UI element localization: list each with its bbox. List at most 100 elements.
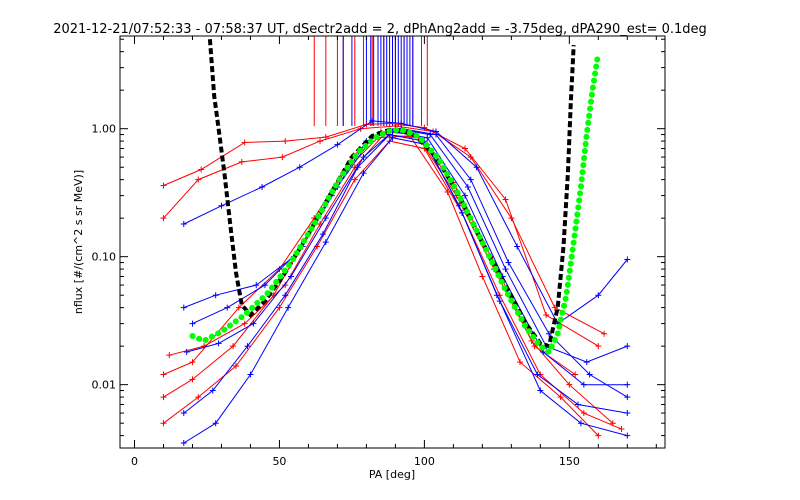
blue-data-point: [537, 387, 544, 394]
blue-data-point: [215, 340, 222, 347]
red-data-point: [517, 359, 524, 366]
red-data-point: [195, 394, 202, 401]
blue-data-point: [212, 420, 219, 427]
red-data-point: [160, 371, 167, 378]
blue-data-point: [580, 381, 587, 388]
blue-data-point: [259, 184, 266, 191]
red-data-point: [189, 359, 196, 366]
blue-data-point: [496, 298, 503, 305]
red-flux-curve: [163, 135, 599, 436]
blue-data-point: [180, 440, 187, 447]
blue-flux-curve: [192, 128, 628, 398]
red-data-point: [201, 343, 208, 350]
blue-data-point: [461, 192, 468, 199]
blue-data-point: [180, 221, 187, 228]
red-data-point: [618, 426, 625, 433]
blue-data-point: [624, 381, 631, 388]
blue-data-point: [189, 320, 196, 327]
blue-data-point: [183, 348, 190, 355]
blue-flux-curve: [183, 134, 628, 414]
blue-data-point: [432, 131, 439, 138]
x-tick-label: 150: [559, 455, 580, 468]
blue-data-point: [473, 164, 480, 171]
red-data-point: [198, 166, 205, 173]
blue-data-point: [624, 343, 631, 350]
blue-data-point: [218, 202, 225, 209]
blue-data-point: [427, 131, 434, 138]
red-data-point: [595, 432, 602, 439]
blue-data-point: [502, 266, 509, 273]
red-data-point: [241, 320, 248, 327]
red-data-point: [160, 215, 167, 222]
red-data-point: [461, 145, 468, 152]
blue-data-point: [224, 304, 231, 311]
x-axis-label: PA [deg]: [369, 468, 415, 481]
red-data-point: [580, 410, 587, 417]
x-tick-label: 100: [414, 455, 435, 468]
red-data-point: [160, 420, 167, 427]
blue-data-point: [467, 176, 474, 183]
red-data-point: [276, 304, 283, 311]
red-data-point: [195, 176, 202, 183]
red-data-point: [166, 352, 173, 359]
red-data-point: [279, 154, 286, 161]
blue-data-point: [334, 141, 341, 148]
blue-data-point: [583, 359, 590, 366]
red-data-point: [232, 362, 239, 369]
red-data-point: [421, 124, 428, 131]
blue-data-point: [369, 117, 376, 124]
red-flux-curve: [163, 122, 599, 347]
red-data-point: [189, 376, 196, 383]
red-data-point: [386, 120, 393, 127]
red-data-point: [317, 138, 324, 145]
red-data-point: [235, 304, 242, 311]
blue-data-point: [624, 394, 631, 401]
red-data-point: [351, 176, 358, 183]
red-data-point: [566, 381, 573, 388]
red-data-point: [467, 154, 474, 161]
red-data-point: [508, 215, 515, 222]
blue-data-point: [253, 282, 260, 289]
x-tick-label: 0: [131, 455, 138, 468]
blue-data-point: [180, 410, 187, 417]
y-axis-label: nflux [#/(cm^2 s sr MeV)]: [72, 170, 85, 314]
blue-data-point: [360, 170, 367, 177]
blue-data-point: [319, 231, 326, 238]
red-data-point: [595, 343, 602, 350]
red-flux-curve: [163, 125, 605, 335]
red-data-point: [479, 273, 486, 280]
axis-ticks: 0 50 100 150 0.01 0.10 1.00: [92, 36, 665, 468]
y-tick-label: 1.00: [92, 123, 117, 136]
blue-data-point: [398, 120, 405, 127]
x-tick-label: 50: [272, 455, 286, 468]
blue-data-point: [250, 320, 257, 327]
red-data-point: [230, 343, 237, 350]
blue-data-point: [514, 243, 521, 250]
blue-data-point: [546, 330, 553, 337]
blue-data-point: [575, 401, 582, 408]
blue-data-point: [354, 164, 361, 171]
blue-data-point: [389, 134, 396, 141]
green-fit-curve: [189, 50, 602, 357]
blue-data-point: [624, 432, 631, 439]
blue-data-point: [282, 292, 289, 299]
red-data-point: [543, 312, 550, 319]
blue-data-point: [322, 239, 329, 246]
blue-data-point: [424, 134, 431, 141]
blue-data-point: [285, 304, 292, 311]
red-data-point: [160, 182, 167, 189]
red-flux-curve: [169, 134, 576, 375]
red-data-point: [531, 343, 538, 350]
blue-data-point: [261, 282, 268, 289]
red-data-point: [557, 394, 564, 401]
red-data-point: [572, 371, 579, 378]
blue-data-point: [360, 154, 367, 161]
blue-data-point: [209, 387, 216, 394]
red-data-point: [502, 196, 509, 203]
red-data-point: [551, 304, 558, 311]
blue-data-point: [505, 259, 512, 266]
blue-data-point: [212, 292, 219, 299]
blue-data-point: [180, 304, 187, 311]
blue-data-point: [534, 371, 541, 378]
